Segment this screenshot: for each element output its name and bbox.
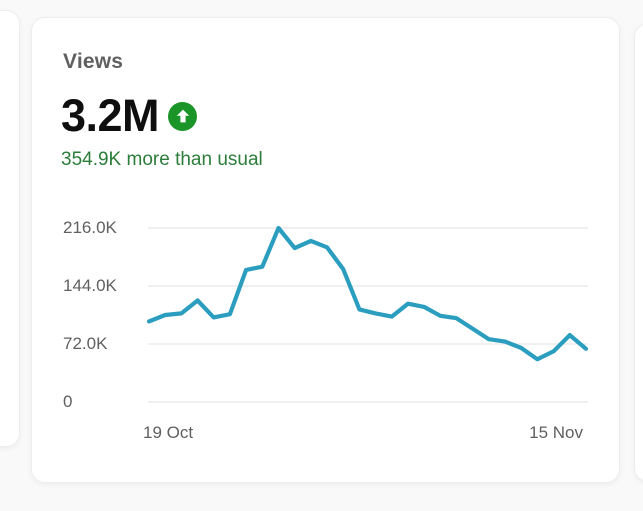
views-metric-card[interactable]: Views 3.2M 354.9K more than usual 216.0K… bbox=[31, 17, 620, 483]
neighbor-card-left[interactable] bbox=[0, 10, 20, 447]
x-axis-start-label: 19 Oct bbox=[143, 423, 194, 442]
card-title: Views bbox=[63, 50, 124, 73]
views-line bbox=[146, 225, 589, 362]
arrow-up-icon bbox=[176, 109, 189, 123]
metric-value: 3.2M bbox=[61, 90, 160, 141]
trend-up-badge bbox=[168, 101, 198, 131]
neighbor-card-right[interactable] bbox=[634, 23, 643, 482]
x-axis-end-label: 15 Nov bbox=[529, 423, 583, 442]
trend-text: 354.9K more than usual bbox=[61, 149, 263, 170]
metric-row: 3.2M bbox=[61, 90, 198, 141]
y-axis-tick-label-0: 0 bbox=[63, 392, 73, 411]
y-axis-tick-label-216k: 216.0K bbox=[63, 218, 117, 237]
y-axis-tick-label-72k: 72.0K bbox=[63, 334, 108, 353]
views-sparkline bbox=[146, 225, 589, 403]
y-axis-tick-label-144k: 144.0K bbox=[63, 276, 117, 295]
